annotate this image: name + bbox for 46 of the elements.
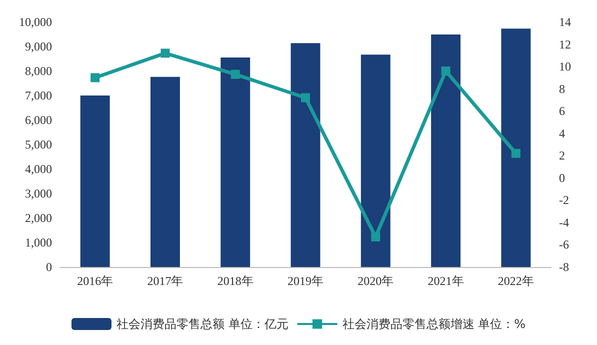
bar [290, 43, 320, 267]
y2-tick-label: 14 [559, 15, 571, 29]
y-tick-label: 9,000 [25, 40, 52, 54]
point [230, 70, 240, 79]
y-tick-label: 0 [46, 260, 52, 274]
y2-tick-label: 0 [559, 170, 565, 185]
y-tick-label: 4,000 [25, 162, 52, 176]
x-tick-label: 2017年 [147, 274, 184, 288]
y2-tick-label: 2 [559, 148, 565, 163]
bar [80, 96, 110, 267]
bar [501, 28, 531, 267]
x-tick-label: 2021年 [428, 274, 464, 288]
y2-tick-label: -2 [559, 193, 569, 208]
y2-tick-label: -6 [559, 238, 569, 252]
legend-label: 社会消费品零售总额 单位：亿元 [116, 317, 288, 331]
bar [360, 54, 390, 267]
legend-label: 社会消费品零售总额增速 单位：% [342, 317, 526, 331]
y2-tick-label: 6 [559, 104, 565, 118]
point [511, 148, 520, 158]
x-tick-label: 2016年 [77, 274, 114, 288]
y2-tick-label: 10 [559, 60, 571, 74]
y2-tick-label: 4 [559, 126, 565, 140]
y2-tick-label: -4 [559, 215, 569, 230]
point [371, 232, 380, 242]
x-tick-label: 2018年 [217, 274, 254, 288]
bar [431, 34, 461, 267]
point [90, 73, 100, 82]
y-tick-label: 10,000 [19, 15, 52, 29]
y-tick-label: 7,000 [25, 88, 52, 102]
y2-tick-label: -8 [559, 260, 569, 274]
y-tick-label: 3,000 [25, 186, 52, 200]
x-tick-label: 2019年 [288, 274, 324, 288]
x-tick-label: 2020年 [358, 274, 394, 288]
y-tick-label: 1,000 [25, 236, 52, 250]
y2-tick-label: 12 [559, 37, 571, 52]
point [441, 66, 450, 76]
y-tick-label: 2,000 [25, 211, 52, 225]
y-tick-label: 5,000 [25, 138, 52, 152]
y-tick-label: 6,000 [25, 113, 52, 127]
y2-tick-label: 8 [559, 82, 565, 96]
x-tick-label: 2022年 [498, 274, 534, 288]
point [160, 48, 170, 58]
bar [220, 58, 250, 267]
y-tick-label: 8,000 [25, 64, 52, 78]
point [301, 93, 310, 102]
bar [150, 76, 180, 267]
